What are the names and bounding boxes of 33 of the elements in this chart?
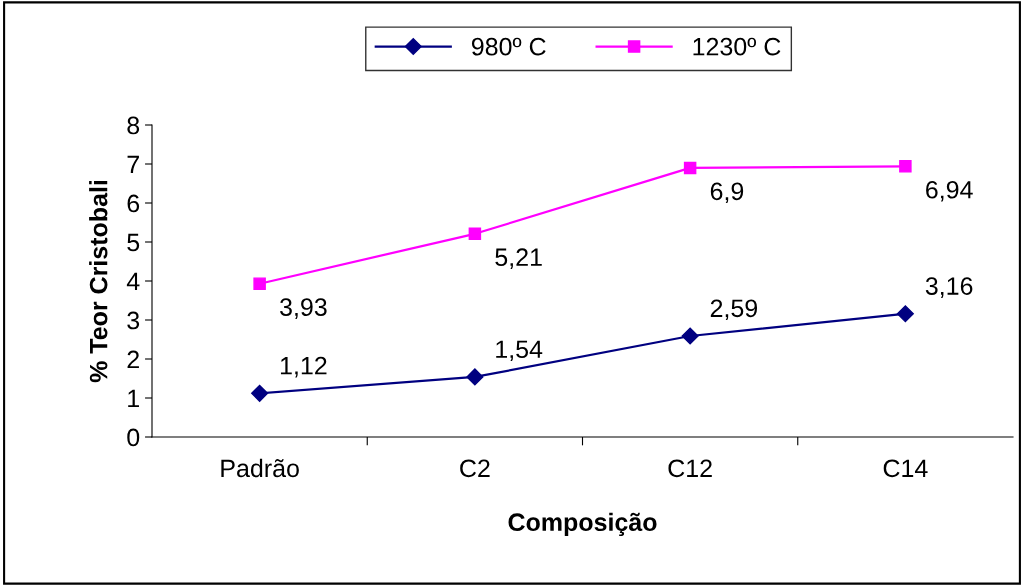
data-label: 1,54 xyxy=(496,340,543,362)
legend-label: 1230º C xyxy=(693,37,781,56)
point xyxy=(251,384,269,402)
data-label: 2,59 xyxy=(710,299,758,321)
y-tick-label: 4 xyxy=(126,272,140,291)
data-label: 6,9 xyxy=(710,182,744,204)
x-tick-label: C14 xyxy=(883,459,928,478)
legend-label: 980º C xyxy=(471,37,546,56)
point xyxy=(896,305,914,323)
y-tick-label: 7 xyxy=(127,155,139,174)
data-label: 5,21 xyxy=(495,248,542,270)
point xyxy=(683,161,697,175)
x-axis-title: Composição xyxy=(508,512,657,536)
y-axis-title: % Teor Cristobali xyxy=(89,180,108,383)
y-tick-label: 3 xyxy=(127,311,140,330)
y-tick-label: 5 xyxy=(127,233,140,252)
y-tick-label: 1 xyxy=(128,389,139,408)
x-tick-label: Padrão xyxy=(221,458,299,478)
point xyxy=(468,227,482,241)
data-label: 6,94 xyxy=(926,180,973,202)
point xyxy=(253,277,266,290)
data-label: 3,93 xyxy=(280,298,327,319)
x-tick-label: C12 xyxy=(668,459,712,478)
y-tick-label: 0 xyxy=(127,428,140,447)
point xyxy=(681,327,699,345)
data-label: 1,12 xyxy=(280,356,327,378)
point xyxy=(466,368,484,386)
y-tick-label: 2 xyxy=(127,350,139,369)
y-tick-label: 6 xyxy=(127,194,140,213)
x-tick-label: C2 xyxy=(460,459,490,478)
point xyxy=(899,160,912,173)
data-label: 3,16 xyxy=(925,277,973,298)
y-tick-label: 8 xyxy=(127,116,140,135)
